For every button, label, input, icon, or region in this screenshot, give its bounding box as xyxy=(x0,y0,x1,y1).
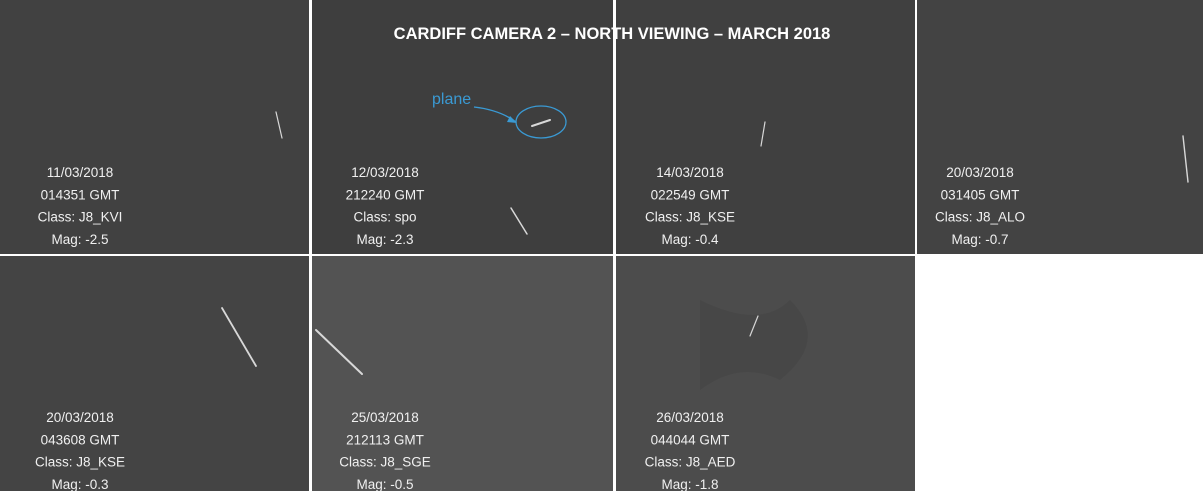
panel-date: 25/03/2018 xyxy=(351,410,419,425)
panel-mag: Mag: -2.3 xyxy=(356,232,413,247)
cloud xyxy=(700,300,808,390)
panel-time: 014351 GMT xyxy=(41,187,120,202)
panel-time: 043608 GMT xyxy=(41,432,120,447)
panel-class: Class: J8_KSE xyxy=(645,210,735,225)
arrow-head xyxy=(507,116,517,123)
frame xyxy=(616,0,915,254)
panel-time: 212113 GMT xyxy=(346,432,424,447)
frame xyxy=(0,256,309,491)
panel-class: Class: J8_AED xyxy=(645,455,736,470)
panel-class: Class: J8_KVI xyxy=(38,210,123,225)
plane-trail xyxy=(531,119,551,127)
labels: 11/03/2018 014351 GMT Class: J8_KVI Mag: -2… xyxy=(35,165,1025,491)
title: CARDIFF CAMERA 2 – NORTH VIEWING – MARCH… xyxy=(394,25,831,43)
frame xyxy=(0,0,309,254)
meteor-streak xyxy=(221,307,257,367)
panel-date: 20/03/2018 xyxy=(946,165,1014,180)
panel-time: 044044 GMT xyxy=(651,432,730,447)
panel-date: 12/03/2018 xyxy=(351,165,419,180)
panel-mag: Mag: -0.5 xyxy=(356,477,413,491)
highlight-ellipse xyxy=(515,105,567,139)
panel-class: Class: J8_SGE xyxy=(339,455,431,470)
panel-mag: Mag: -1.8 xyxy=(661,477,718,491)
panel-mag: Mag: -0.3 xyxy=(51,477,108,491)
meteor-streak xyxy=(510,207,528,235)
panel-class: Class: spo xyxy=(353,210,416,225)
panel-date: 14/03/2018 xyxy=(656,165,724,180)
meteor-streak xyxy=(315,329,363,375)
panel-class: Class: J8_ALO xyxy=(935,210,1025,225)
panel-date: 11/03/2018 xyxy=(47,165,114,180)
frame xyxy=(917,0,1203,254)
panel-mag: Mag: -2.5 xyxy=(51,232,108,247)
panel-time: 031405 GMT xyxy=(941,187,1020,202)
annotation: plane xyxy=(432,91,471,108)
meteor-streak xyxy=(1182,135,1189,183)
panel-class: Class: J8_KSE xyxy=(35,455,125,470)
meteor-streak xyxy=(749,315,759,337)
meteor-streak xyxy=(760,121,766,147)
panel-mag: Mag: -0.7 xyxy=(951,232,1008,247)
panel-time: 022549 GMT xyxy=(651,187,730,202)
panel-time: 212240 GMT xyxy=(346,187,425,202)
streaks xyxy=(221,111,1189,375)
frame xyxy=(312,0,613,254)
panel-date: 20/03/2018 xyxy=(46,410,114,425)
panel-mag: Mag: -0.4 xyxy=(661,232,719,247)
panel-date: 26/03/2018 xyxy=(656,410,724,425)
meteor-streak xyxy=(275,111,283,139)
